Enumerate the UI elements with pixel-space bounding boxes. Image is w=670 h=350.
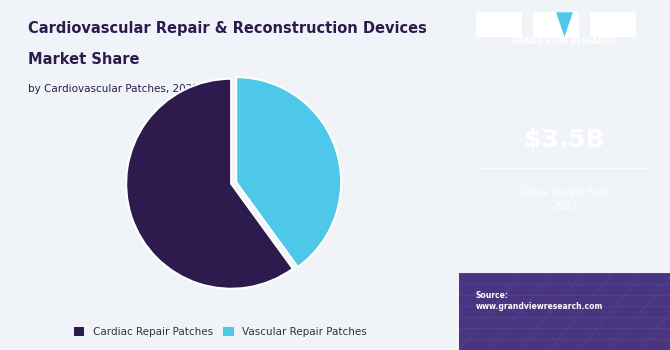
- Bar: [590, 12, 636, 37]
- Text: Source:
www.grandviewresearch.com: Source: www.grandviewresearch.com: [476, 290, 603, 312]
- Text: $3.5B: $3.5B: [524, 128, 605, 152]
- Legend: Cardiac Repair Patches, Vascular Repair Patches: Cardiac Repair Patches, Vascular Repair …: [70, 323, 371, 341]
- Bar: [476, 12, 523, 37]
- Text: Cardiovascular Repair & Reconstruction Devices: Cardiovascular Repair & Reconstruction D…: [27, 21, 426, 36]
- Text: Global Market Size,
2023: Global Market Size, 2023: [517, 188, 612, 211]
- Wedge shape: [236, 77, 341, 267]
- Bar: [533, 12, 580, 37]
- Wedge shape: [126, 79, 293, 289]
- Polygon shape: [556, 12, 573, 37]
- Text: Market Share: Market Share: [27, 52, 139, 68]
- Text: GRAND VIEW RESEARCH: GRAND VIEW RESEARCH: [513, 37, 616, 47]
- Text: by Cardiovascular Patches, 2023 (%): by Cardiovascular Patches, 2023 (%): [27, 84, 220, 94]
